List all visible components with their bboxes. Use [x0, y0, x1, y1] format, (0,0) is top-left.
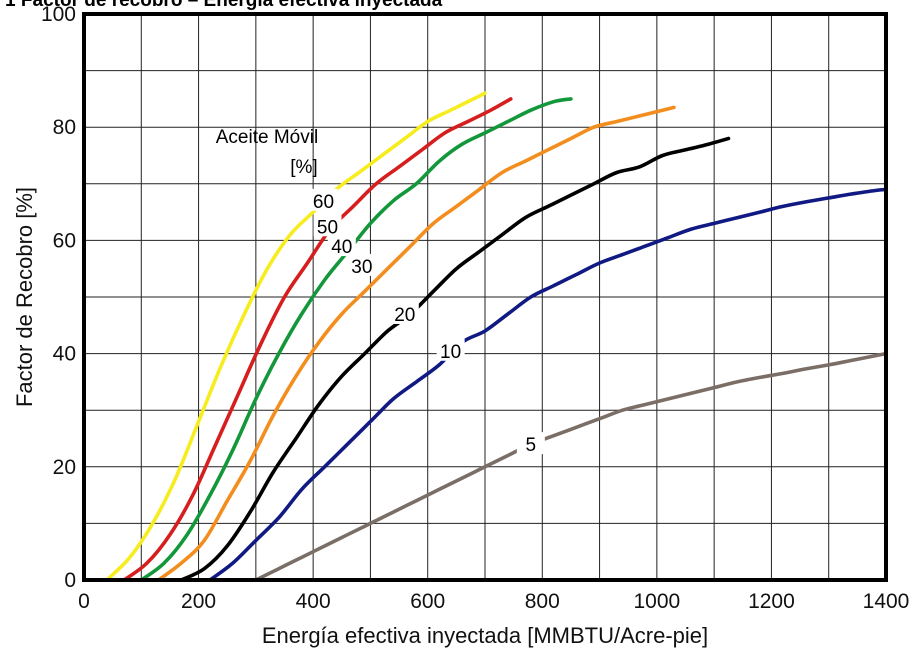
y-axis-label: Factor de Recobro [%] [12, 187, 37, 407]
legend-title: Aceite Móvil [216, 127, 318, 148]
x-tick-label: 1400 [863, 590, 910, 613]
tick-labels: 0 200 400 600 800 1000 1200 1400 0 20 40 60 80 100 [41, 3, 909, 613]
curve-label-50: 50 [317, 217, 338, 238]
curve-label-gap [516, 432, 545, 455]
series-line-5 [254, 351, 888, 582]
y-tick-label: 100 [41, 3, 76, 26]
curve-label-5: 5 [526, 435, 537, 456]
x-tick-label: 600 [410, 590, 445, 613]
y-tick-label: 20 [53, 456, 76, 479]
y-tick-label: 0 [64, 569, 76, 592]
curve-label-gap [390, 301, 419, 324]
curve-label-40: 40 [331, 237, 352, 258]
curve-label-20: 20 [394, 305, 415, 326]
y-tick-label: 80 [53, 116, 76, 139]
y-tick-label: 40 [53, 343, 76, 366]
x-tick-label: 200 [181, 590, 216, 613]
curve-label-10: 10 [440, 342, 461, 363]
x-tick-label: 0 [78, 590, 90, 613]
series-line-20 [179, 136, 731, 582]
y-tick-label: 60 [53, 229, 76, 252]
grid-lines [83, 13, 887, 581]
x-tick-label: 1200 [748, 590, 795, 613]
curve-label-gap [347, 253, 376, 276]
legend-unit: [%] [290, 157, 317, 178]
curve-label-gap [313, 214, 342, 237]
curve-label-gap [309, 188, 338, 211]
curve-label-gap [436, 338, 465, 361]
curve-label-60: 60 [313, 192, 334, 213]
x-tick-label: 800 [525, 590, 560, 613]
curve-label-gap [327, 234, 356, 257]
series-line-10 [208, 187, 888, 582]
x-tick-label: 1000 [633, 590, 680, 613]
chart-title: Fig. 1 Factor de recobro – Energía efect… [0, 0, 443, 11]
series-line-60 [105, 91, 487, 582]
series-line-40 [139, 97, 573, 582]
series-line-30 [156, 105, 676, 582]
curve-label-30: 30 [351, 257, 372, 278]
series-line-50 [122, 97, 513, 582]
plot-frame [82, 12, 888, 582]
x-tick-label: 400 [296, 590, 331, 613]
series-lines [105, 91, 888, 582]
x-axis-label: Energía efectiva inyectada [MMBTU/Acre-p… [262, 623, 708, 648]
